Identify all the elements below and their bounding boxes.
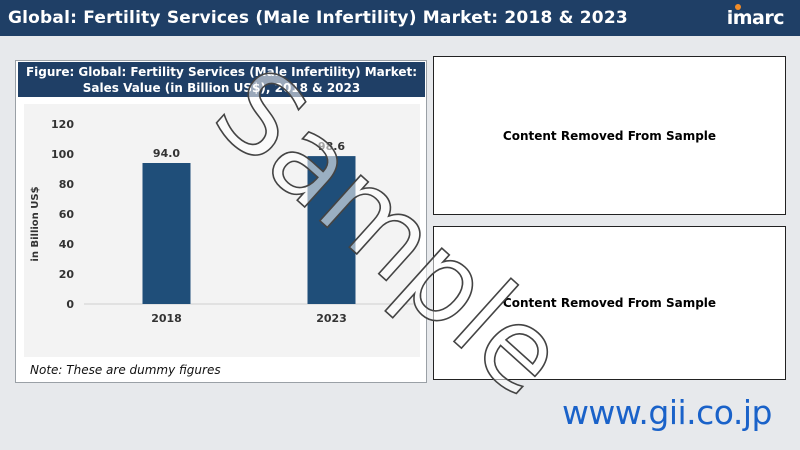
- website-url[interactable]: www.gii.co.jp: [561, 393, 773, 432]
- y-tick-label: 0: [66, 298, 74, 311]
- y-tick-label: 80: [59, 178, 75, 191]
- header-bar: Global: Fertility Services (Male Inferti…: [0, 0, 800, 36]
- bar-2018: [142, 163, 191, 304]
- y-tick-label: 20: [59, 268, 75, 281]
- y-tick-label: 60: [59, 208, 75, 221]
- content-removed-panel-top: Content Removed From Sample: [433, 56, 786, 215]
- content-removed-text-top: Content Removed From Sample: [502, 128, 717, 143]
- y-axis-label: in Billion US$: [30, 186, 41, 261]
- y-tick-label: 40: [59, 238, 75, 251]
- chart-note: Note: These are dummy figures: [30, 363, 221, 377]
- content-removed-panel-bottom: Content Removed From Sample: [433, 226, 786, 380]
- chart-title-line-1: Figure: Global: Fertility Services (Male…: [25, 65, 418, 79]
- brand-logo: imarc: [726, 7, 785, 29]
- content-removed-text-bottom: Content Removed From Sample: [502, 296, 717, 310]
- data-label-2023: 98.6: [318, 140, 345, 153]
- chart-title: Figure: Global: Fertility Services (Male…: [18, 62, 425, 97]
- y-tick-label: 100: [51, 148, 74, 161]
- data-label-2018: 94.0: [153, 147, 180, 160]
- chart-area: 0 20 40 60 80 100 120 in Billion US$ 94.0 2018 98.…: [24, 104, 420, 357]
- chart-title-line-2: Sales Value (in Billion US$), 2018 & 202…: [82, 81, 361, 95]
- y-tick-label: 120: [51, 118, 74, 131]
- bar-2023: [307, 156, 356, 304]
- page-title: Global: Fertility Services (Male Inferti…: [8, 8, 628, 28]
- x-tick-label-2023: 2023: [316, 312, 347, 325]
- x-tick-label-2018: 2018: [151, 312, 182, 325]
- bar-chart: 0 20 40 60 80 100 120 in Billion US$ 94.0 2018 98.…: [30, 118, 414, 325]
- brand-logo-dot: [735, 4, 741, 10]
